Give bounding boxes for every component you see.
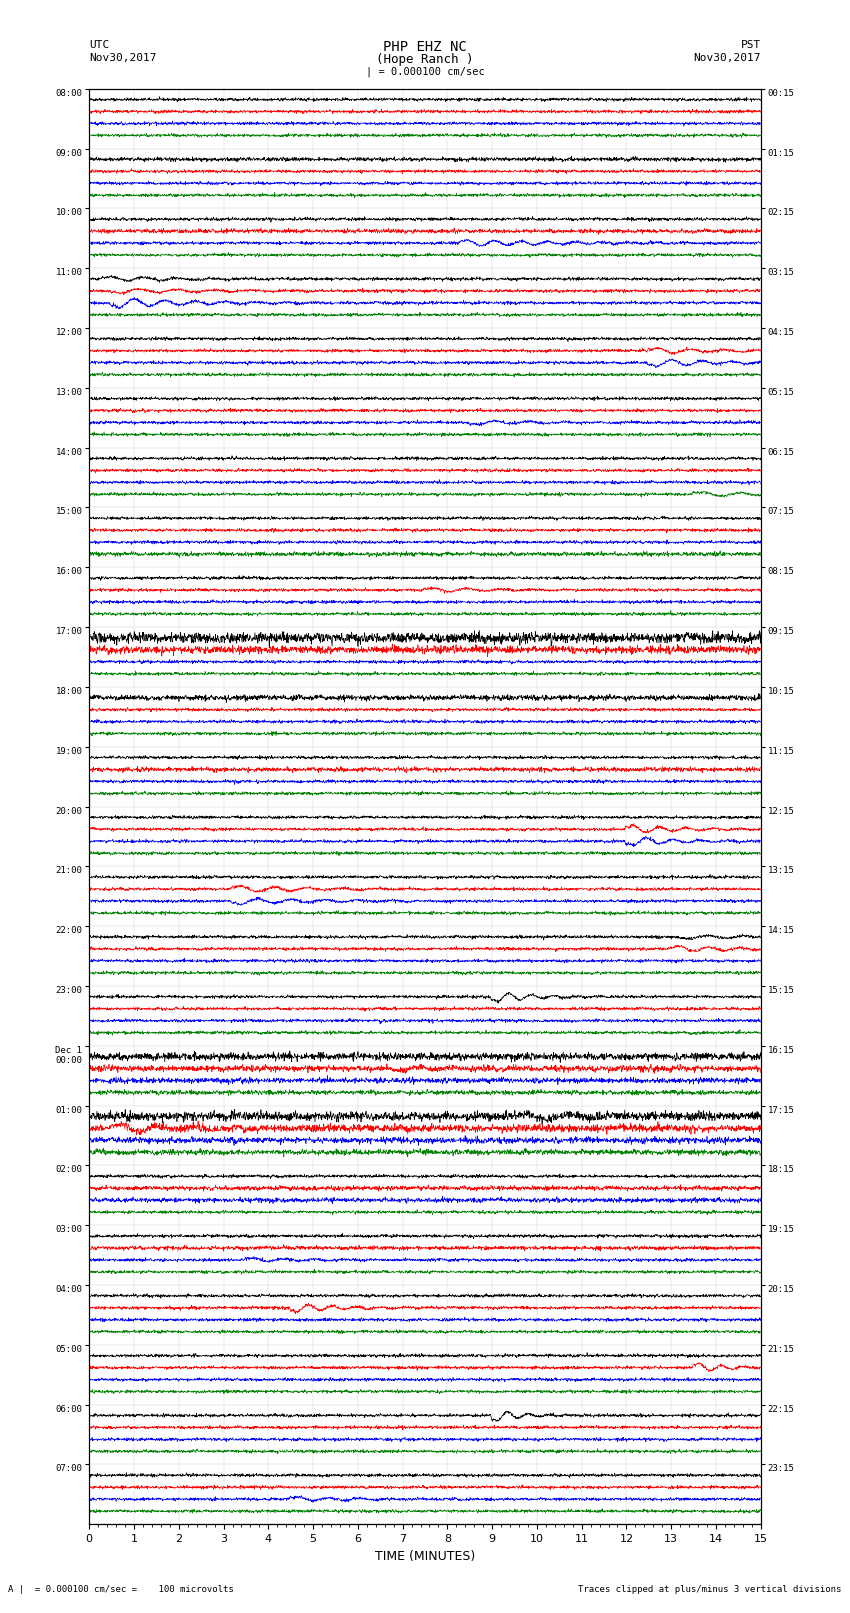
Text: A |  = 0.000100 cm/sec =    100 microvolts: A | = 0.000100 cm/sec = 100 microvolts [8, 1584, 235, 1594]
Text: Traces clipped at plus/minus 3 vertical divisions: Traces clipped at plus/minus 3 vertical … [578, 1584, 842, 1594]
Text: | = 0.000100 cm/sec: | = 0.000100 cm/sec [366, 66, 484, 77]
Text: PST: PST [740, 40, 761, 50]
Text: UTC: UTC [89, 40, 110, 50]
Text: (Hope Ranch ): (Hope Ranch ) [377, 53, 473, 66]
Text: Nov30,2017: Nov30,2017 [694, 53, 761, 63]
Text: Nov30,2017: Nov30,2017 [89, 53, 156, 63]
Text: PHP EHZ NC: PHP EHZ NC [383, 40, 467, 55]
X-axis label: TIME (MINUTES): TIME (MINUTES) [375, 1550, 475, 1563]
